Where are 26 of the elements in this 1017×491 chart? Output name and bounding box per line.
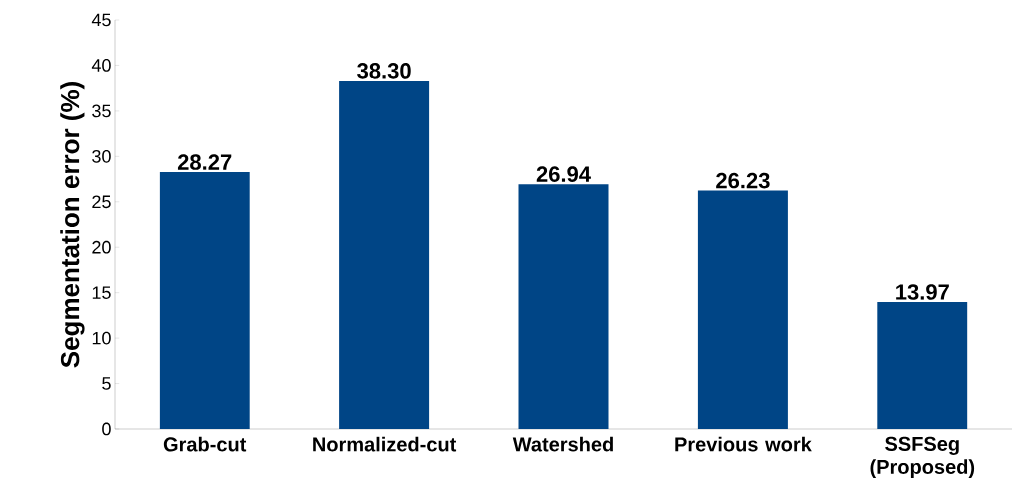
y-tick-label: 20 bbox=[92, 240, 111, 254]
data-label: 26.94 bbox=[536, 166, 591, 182]
bar bbox=[877, 302, 968, 429]
y-tick-label: 30 bbox=[92, 149, 111, 163]
y-tick-label: 40 bbox=[91, 59, 111, 72]
y-tick-label: 35 bbox=[92, 104, 111, 118]
data-label: 28.27 bbox=[177, 154, 232, 170]
x-tick-label: SSFSeg (Proposed) bbox=[870, 436, 975, 478]
x-tick-label: Normalized-cut bbox=[313, 436, 457, 452]
y-axis-title: Segmentation error (%) bbox=[60, 82, 85, 368]
y-tick-label: 0 bbox=[102, 422, 111, 436]
bar bbox=[339, 80, 430, 429]
bar bbox=[518, 184, 609, 429]
x-tick-label: Previous work bbox=[675, 436, 812, 452]
x-tick-label: Watershed bbox=[512, 436, 613, 452]
data-label: 38.30 bbox=[357, 63, 411, 79]
y-tick-label: 15 bbox=[92, 286, 111, 299]
bar bbox=[159, 172, 250, 429]
data-label: 26.23 bbox=[716, 172, 770, 189]
data-label: 13.97 bbox=[896, 284, 949, 300]
y-tick-label: 10 bbox=[92, 331, 111, 345]
y-tick-label: 45 bbox=[91, 13, 111, 27]
y-tick-label: 25 bbox=[92, 195, 111, 209]
y-tick-label: 5 bbox=[102, 377, 111, 390]
x-tick-label: Grab-cut bbox=[163, 436, 247, 452]
bar bbox=[697, 190, 788, 429]
